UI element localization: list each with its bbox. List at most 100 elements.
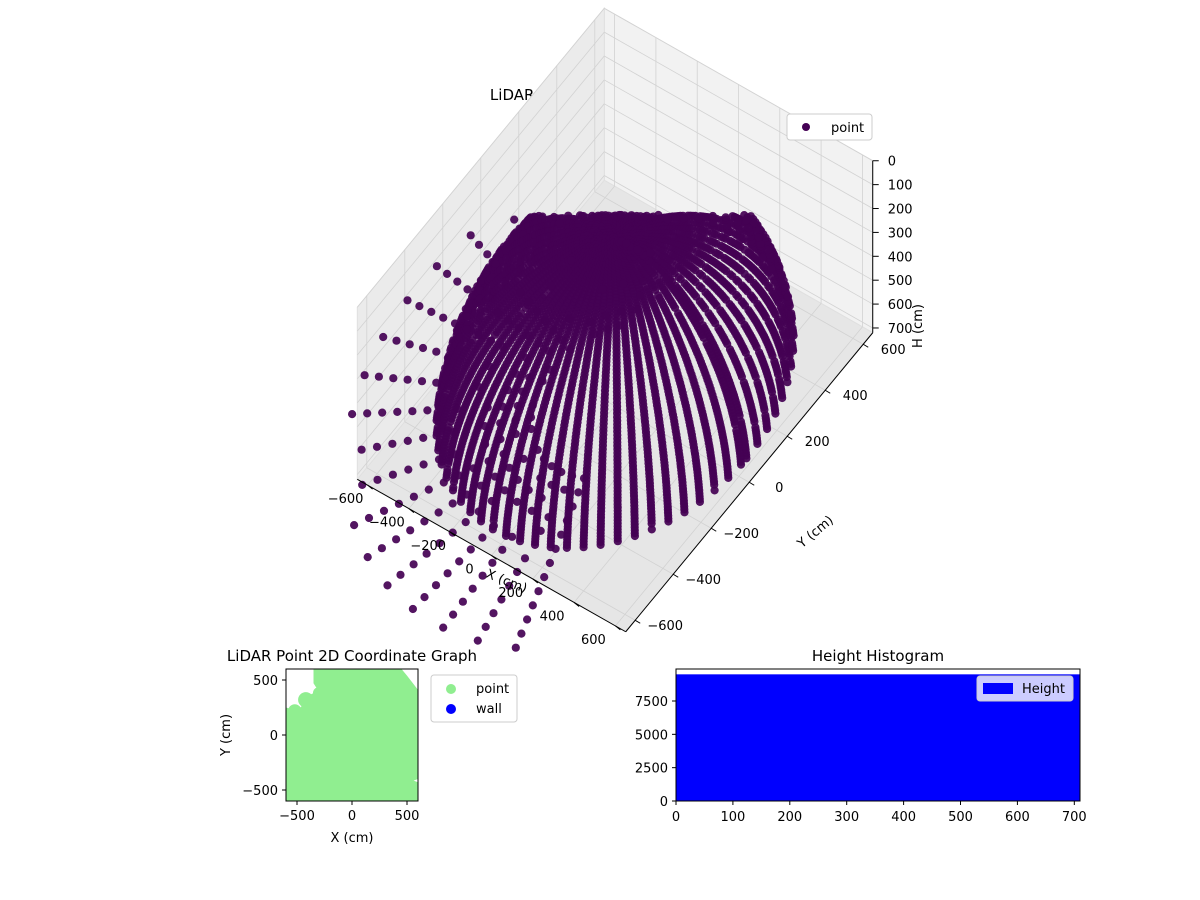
- histogram-y-tick-label: 2500: [635, 762, 668, 777]
- data-point: [519, 454, 528, 463]
- data-point: [415, 302, 424, 311]
- y-tick: [710, 527, 717, 532]
- chart-3d-legend: point: [786, 113, 873, 141]
- chart-3d-ylabel: Y (cm): [794, 513, 837, 552]
- data-point: [439, 478, 448, 487]
- data-point: [513, 475, 522, 484]
- data-point: [468, 584, 477, 593]
- data-point: [474, 240, 484, 249]
- histogram-x-tick-label: 0: [672, 810, 680, 825]
- data-point: [646, 248, 655, 258]
- y-tick-label: −400: [685, 573, 721, 588]
- data-point: [423, 406, 432, 415]
- data-point: [538, 377, 547, 386]
- data-point: [466, 545, 475, 554]
- data-point: [503, 386, 513, 395]
- data-point: [463, 312, 472, 321]
- gridline-back-h: [604, 127, 873, 281]
- chart-3d-zlabel: H (cm): [911, 304, 926, 348]
- chart-2d-point-blob: [288, 704, 302, 718]
- data-point: [462, 490, 471, 499]
- y-tick: [862, 343, 869, 348]
- data-point: [453, 404, 462, 413]
- data-point: [379, 332, 388, 342]
- data-point: [524, 297, 533, 306]
- data-point: [533, 445, 542, 454]
- data-point: [427, 307, 436, 316]
- data-point: [708, 211, 717, 221]
- data-point: [486, 336, 495, 345]
- data-point: [405, 340, 414, 349]
- data-point: [463, 285, 472, 294]
- data-point: [579, 474, 589, 483]
- data-point: [549, 326, 558, 335]
- data-point: [522, 354, 531, 363]
- data-point: [432, 378, 441, 387]
- chart-2d-legend-marker-wall: [446, 704, 456, 714]
- data-point: [544, 513, 553, 522]
- histogram-legend-swatch: [983, 683, 1013, 694]
- data-point: [767, 264, 776, 273]
- chart-2d-legend: point wall: [430, 674, 518, 723]
- data-point: [568, 471, 577, 481]
- data-point: [389, 374, 398, 383]
- chart-2d-y-tick-label: 500: [253, 674, 278, 689]
- data-point: [733, 218, 742, 227]
- gridline-left-h: [356, 55, 605, 356]
- chart-2d-legend-label-point: point: [476, 682, 509, 697]
- data-point: [420, 593, 429, 602]
- data-point: [419, 460, 428, 469]
- y-tick: [634, 619, 641, 624]
- data-point: [489, 609, 498, 618]
- data-point: [473, 636, 482, 645]
- data-point: [547, 462, 556, 471]
- data-point: [485, 362, 494, 371]
- data-point: [510, 215, 519, 224]
- data-point: [536, 474, 545, 483]
- data-point: [388, 470, 397, 479]
- chart-2d-x-tick-label: 500: [395, 809, 420, 824]
- data-point: [545, 558, 555, 568]
- data-point: [511, 643, 520, 652]
- data-point: [663, 215, 672, 224]
- z-tick-label: 300: [888, 226, 913, 241]
- data-point: [632, 305, 641, 314]
- data-point: [590, 330, 599, 339]
- z-tick-label: 500: [888, 274, 913, 289]
- data-point: [350, 521, 359, 530]
- data-point: [598, 285, 607, 294]
- chart-2d-title: LiDAR Point 2D Coordinate Graph: [227, 647, 477, 665]
- chart-2d-legend-marker-point: [446, 684, 456, 694]
- data-point: [360, 371, 369, 380]
- data-point: [372, 442, 382, 451]
- data-point: [526, 413, 536, 422]
- data-point: [406, 526, 415, 535]
- data-point: [498, 545, 507, 554]
- data-point: [378, 408, 387, 417]
- data-point: [403, 436, 412, 445]
- data-point: [754, 233, 763, 242]
- chart-2d-x-tick-label: −500: [279, 809, 315, 824]
- gridline-floor-x: [532, 279, 781, 580]
- data-point: [357, 445, 366, 454]
- chart-3d-legend-label: point: [831, 121, 864, 136]
- x-tick-label: −400: [369, 516, 405, 531]
- data-point: [527, 424, 536, 434]
- gridline-left-h: [356, 31, 605, 332]
- data-point: [424, 485, 433, 494]
- x-tick-label: −600: [328, 492, 364, 507]
- data-point: [534, 587, 543, 596]
- y-tick-label: 200: [805, 435, 830, 450]
- gridline-left-h: [356, 7, 605, 308]
- histogram-legend-label: Height: [1022, 682, 1065, 697]
- data-point: [450, 450, 459, 459]
- data-point: [679, 214, 688, 223]
- data-point: [476, 276, 485, 285]
- y-tick: [786, 435, 793, 440]
- data-point: [449, 427, 459, 437]
- data-point: [363, 409, 372, 418]
- data-point: [494, 308, 503, 317]
- data-point: [439, 313, 448, 322]
- data-point: [409, 492, 418, 501]
